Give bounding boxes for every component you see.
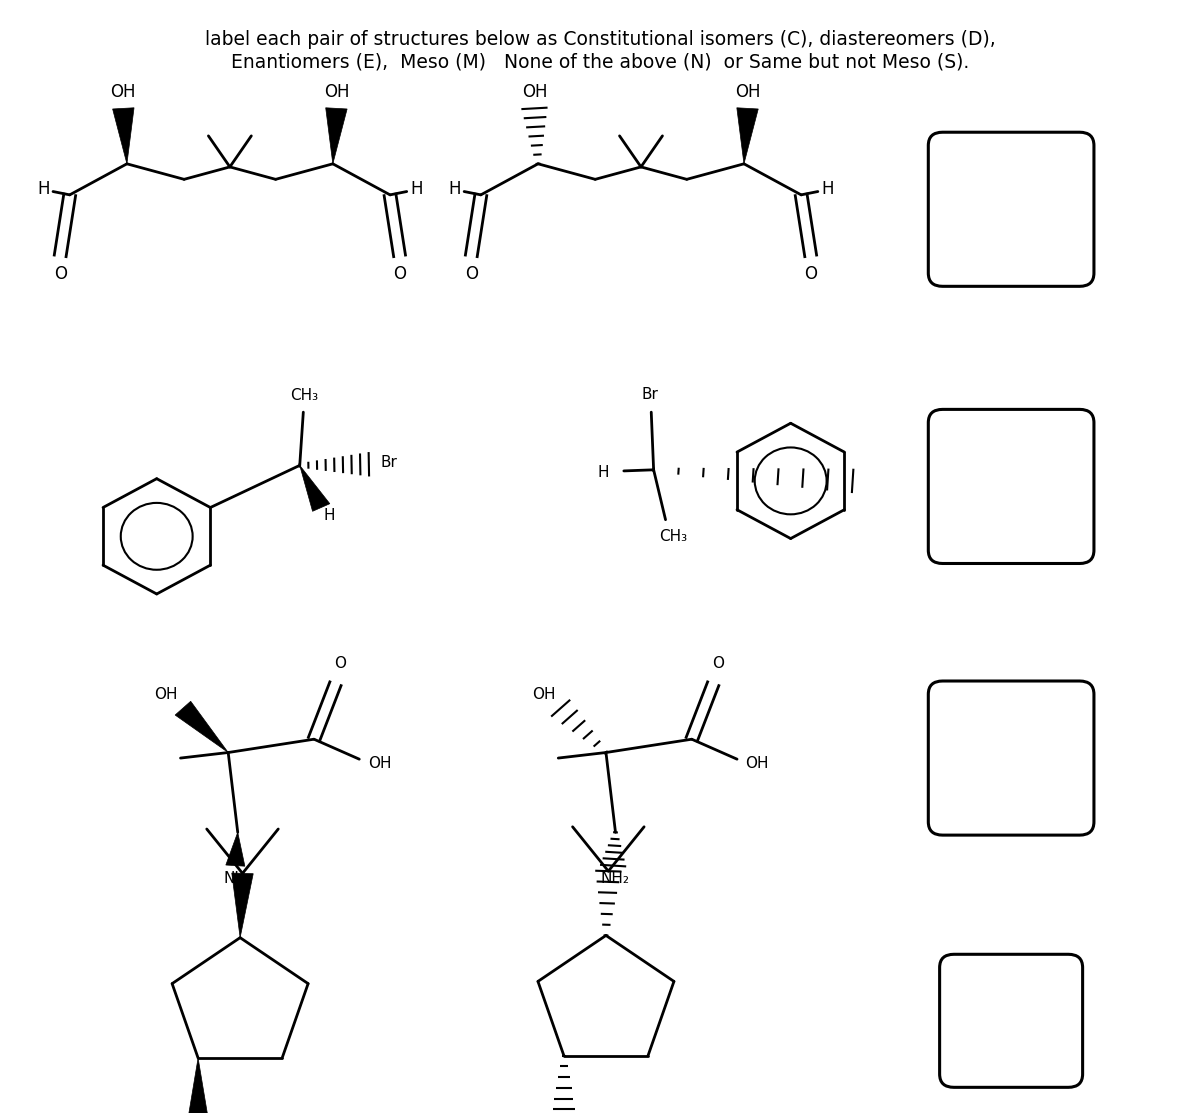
Text: O: O: [54, 265, 67, 283]
Polygon shape: [113, 107, 134, 164]
Text: CH₃: CH₃: [290, 388, 318, 403]
Text: NH₂: NH₂: [223, 871, 252, 887]
Text: OH: OH: [745, 756, 769, 771]
Text: H: H: [324, 508, 335, 523]
FancyBboxPatch shape: [940, 954, 1082, 1087]
Text: O: O: [464, 265, 478, 283]
Text: O: O: [394, 265, 406, 283]
Text: OH: OH: [522, 83, 547, 101]
Text: NH₂: NH₂: [601, 871, 630, 887]
Text: H: H: [449, 180, 461, 199]
Text: H: H: [821, 180, 834, 199]
Text: H: H: [410, 180, 422, 199]
Text: label each pair of structures below as Constitutional isomers (C), diastereomers: label each pair of structures below as C…: [205, 30, 995, 49]
Text: O: O: [335, 657, 347, 671]
Text: H: H: [37, 180, 49, 199]
Polygon shape: [300, 466, 330, 512]
FancyBboxPatch shape: [929, 410, 1094, 563]
Text: Br: Br: [380, 455, 397, 469]
Text: OH: OH: [110, 83, 136, 101]
Text: OH: OH: [324, 83, 349, 101]
Text: OH: OH: [533, 687, 556, 703]
Polygon shape: [325, 107, 347, 164]
Polygon shape: [175, 701, 228, 753]
Polygon shape: [226, 832, 245, 866]
FancyBboxPatch shape: [929, 681, 1094, 836]
Text: H: H: [598, 465, 610, 479]
Text: Br: Br: [642, 386, 659, 402]
Text: O: O: [712, 657, 724, 671]
Text: O: O: [804, 265, 817, 283]
Polygon shape: [232, 873, 253, 937]
Text: OH: OH: [734, 83, 761, 101]
Text: OH: OH: [155, 687, 178, 703]
Polygon shape: [737, 107, 758, 164]
FancyBboxPatch shape: [929, 132, 1094, 286]
Polygon shape: [187, 1058, 209, 1117]
Text: OH: OH: [367, 756, 391, 771]
Text: CH₃: CH₃: [659, 528, 686, 544]
Text: Enantiomers (E),  Meso (M)   None of the above (N)  or Same but not Meso (S).: Enantiomers (E), Meso (M) None of the ab…: [230, 52, 970, 71]
